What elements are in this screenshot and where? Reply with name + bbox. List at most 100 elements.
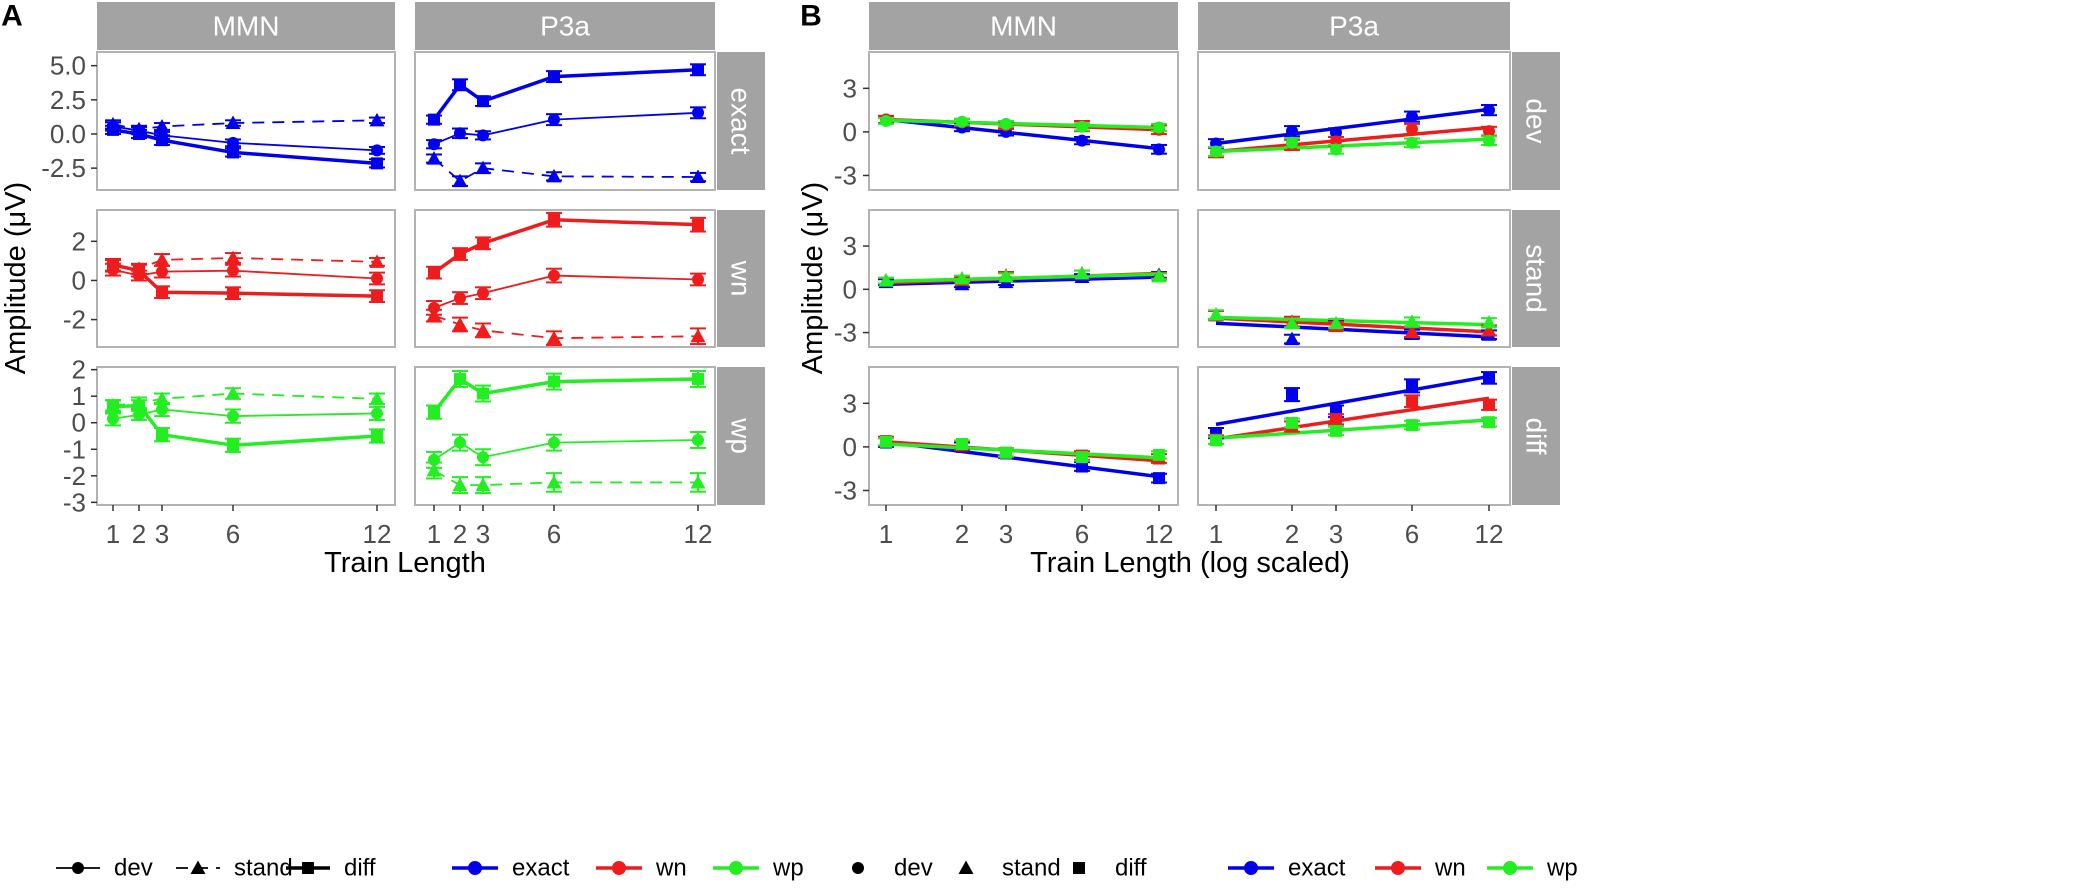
A-strip-wp-bg (717, 367, 765, 505)
legend-A-dev-label: dev (114, 855, 153, 882)
B-point-p3a-stand-wp-4 (1481, 314, 1497, 329)
legend-A-wp-label: wp (772, 855, 804, 882)
A-point-p3a-wn-stand-1 (452, 316, 468, 331)
B-point-p3a-dev-exact-2 (1330, 126, 1342, 139)
B-fit-mmn-dev-wp (885, 118, 1160, 130)
B-point-p3a-diff-wp-1 (1286, 416, 1298, 429)
A-point-mmn-wp-dev-0 (107, 412, 119, 425)
B-ytick-label-diff-2: 3 (843, 388, 857, 418)
A-point-mmn-wn-diff-4 (371, 290, 383, 303)
B-point-mmn-diff-exact-3 (1076, 460, 1088, 473)
A-ytick-label-wp-1: -2 (63, 461, 86, 491)
B-point-p3a-diff-wp-2 (1330, 424, 1342, 437)
B-point-p3a-dev-wp-0 (1210, 145, 1222, 158)
B-ytick-label-diff-1: 0 (843, 432, 857, 462)
A-point-p3a-wp-dev-3 (548, 436, 560, 449)
B-point-p3a-diff-wn-3 (1406, 395, 1418, 408)
A-point-mmn-wp-diff-1 (133, 399, 145, 412)
B-point-p3a-stand-wn-4 (1481, 322, 1497, 337)
A-point-p3a-wn-stand-2 (475, 322, 491, 337)
A-point-mmn-wp-dev-4 (371, 407, 383, 420)
A-point-mmn-wp-stand-2 (154, 391, 170, 405)
legend-B-dev-label: dev (894, 855, 933, 882)
legend-B-exact-label: exact (1288, 855, 1346, 882)
B-point-mmn-diff-wp-2 (1000, 446, 1012, 459)
legend-B-wp-label: wp (1546, 855, 1578, 882)
A-strip-exact-label: exact (726, 88, 757, 155)
A-point-p3a-exact-diff-4 (692, 63, 704, 76)
B-xtick-label-0-3: 6 (1075, 519, 1089, 549)
B-strip-dev-bg (1512, 52, 1560, 190)
legend-A-exact-marker (468, 861, 482, 875)
A-strip-wp-label: wp (726, 417, 757, 454)
A-point-mmn-wn-diff-2 (156, 286, 168, 299)
B-xtick-label-0-2: 3 (999, 519, 1013, 549)
A-point-p3a-wn-diff-1 (454, 248, 466, 261)
B-point-p3a-diff-wn-2 (1330, 413, 1342, 426)
A-point-mmn-exact-diff-3 (227, 146, 239, 159)
A-point-p3a-wn-diff-4 (692, 218, 704, 231)
A-xtick-label-0-4: 12 (363, 519, 392, 549)
B-fit-mmn-dev-exact (885, 117, 1160, 151)
A-ytick-label-wn-2: 2 (72, 226, 86, 256)
B-x-axis-title: Train Length (log scaled) (1030, 547, 1350, 579)
B-point-p3a-diff-exact-4 (1483, 371, 1495, 384)
A-point-mmn-wn-diff-3 (227, 287, 239, 300)
B-point-mmn-stand-wp-3 (1074, 265, 1090, 280)
B-xtick-label-1-2: 3 (1329, 519, 1343, 549)
A-point-p3a-wn-diff-0 (428, 266, 440, 279)
A-point-p3a-exact-dev-2 (477, 129, 489, 142)
A-point-p3a-wn-stand-3 (546, 330, 562, 345)
A-point-mmn-wp-diff-2 (156, 428, 168, 441)
A-point-p3a-exact-diff-2 (477, 95, 489, 108)
A-xtick-label-1-3: 6 (547, 519, 561, 549)
B-xtick-label-0-1: 2 (955, 519, 969, 549)
A-point-mmn-wp-diff-4 (371, 430, 383, 442)
A-point-p3a-exact-stand-2 (475, 160, 491, 175)
A-ytick-label-exact-0: -2.5 (41, 153, 86, 183)
A-point-p3a-wp-stand-2 (475, 477, 491, 492)
B-fit-mmn-stand-wp (885, 272, 1160, 284)
A-point-p3a-wp-diff-2 (477, 387, 489, 400)
A-point-mmn-wp-diff-3 (227, 439, 239, 452)
A-point-p3a-wp-stand-0 (426, 463, 442, 477)
A-ytick-label-wp-0: -3 (63, 487, 86, 517)
B-xtick-label-1-1: 2 (1285, 519, 1299, 549)
A-line-p3a-wp-stand (433, 469, 698, 486)
A-point-mmn-exact-dev-3 (227, 136, 239, 149)
B-point-mmn-stand-wp-2 (998, 268, 1014, 283)
B-xtick-label-0-4: 12 (1145, 519, 1174, 549)
B-fit-p3a-diff-exact (1215, 374, 1490, 427)
legend-B-diff-marker (1073, 862, 1085, 874)
A-point-p3a-exact-diff-3 (548, 70, 560, 83)
B-point-p3a-diff-wp-4 (1483, 416, 1495, 429)
B-strip-dev-label: dev (1521, 98, 1552, 143)
B-point-p3a-diff-wp-3 (1406, 419, 1418, 432)
B-xtick-label-1-3: 6 (1405, 519, 1419, 549)
panels-layer (91, 2, 1560, 511)
B-fit-p3a-dev-wn (1215, 125, 1490, 154)
A-point-p3a-wp-dev-2 (477, 451, 489, 464)
B-panel-tag: B (800, 0, 822, 33)
B-point-mmn-stand-wp-4 (1151, 268, 1167, 283)
B-point-p3a-stand-exact-1 (1284, 331, 1300, 346)
legend-B-diff-label: diff (1115, 855, 1147, 882)
A-point-mmn-wp-stand-3 (225, 386, 241, 400)
A-point-mmn-exact-diff-4 (371, 157, 383, 170)
A-xtick-label-1-2: 3 (476, 519, 490, 549)
A-ytick-label-wn-0: -2 (63, 305, 86, 335)
B-point-mmn-diff-exact-4 (1153, 472, 1165, 485)
A-panel-p3a-wp (414, 366, 716, 506)
A-point-mmn-wn-dev-2 (156, 265, 168, 278)
B-point-p3a-dev-wp-1 (1286, 136, 1298, 149)
A-point-mmn-wn-diff-1 (133, 264, 145, 277)
B-strip-p3a-label: P3a (1329, 11, 1379, 42)
B-point-mmn-diff-wp-0 (880, 435, 892, 448)
B-point-p3a-stand-wp-3 (1404, 314, 1420, 328)
A-point-p3a-exact-dev-1 (454, 127, 466, 140)
A-ytick-label-wp-4: 1 (72, 381, 86, 411)
A-x-axis-title: Train Length (324, 547, 486, 579)
A-point-p3a-exact-dev-4 (692, 106, 704, 119)
legend-B-stand-marker (958, 860, 974, 874)
